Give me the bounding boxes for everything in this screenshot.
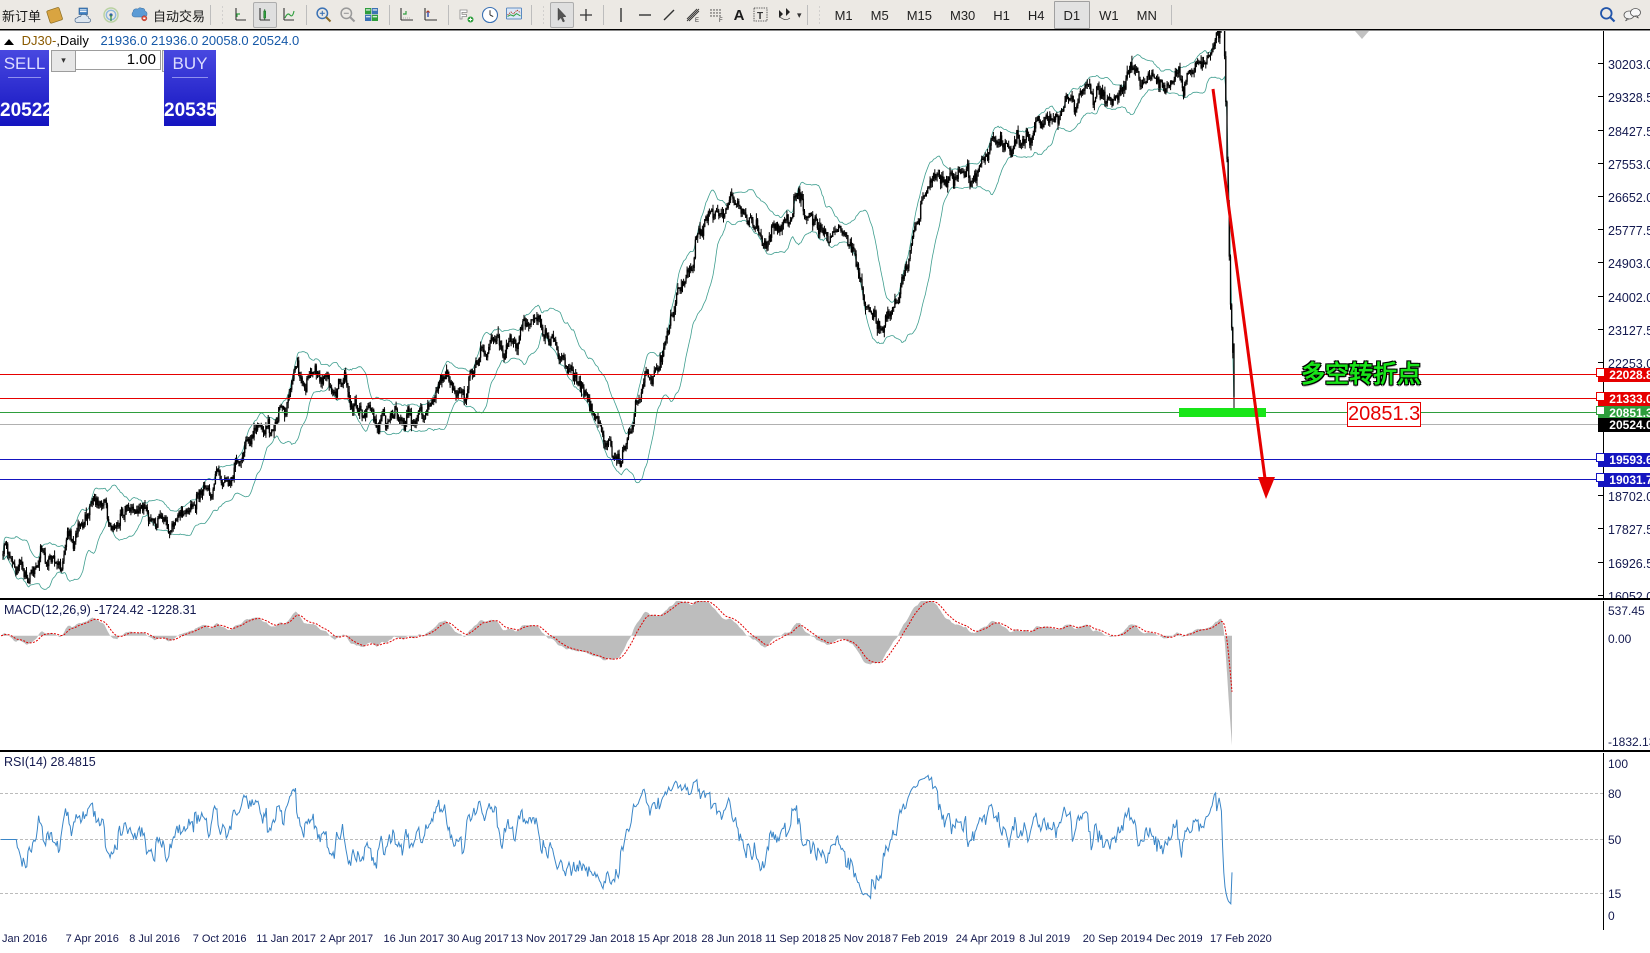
svg-text:E: E [695, 18, 699, 24]
svg-text:F: F [719, 18, 723, 24]
svg-text:T: T [757, 11, 763, 22]
